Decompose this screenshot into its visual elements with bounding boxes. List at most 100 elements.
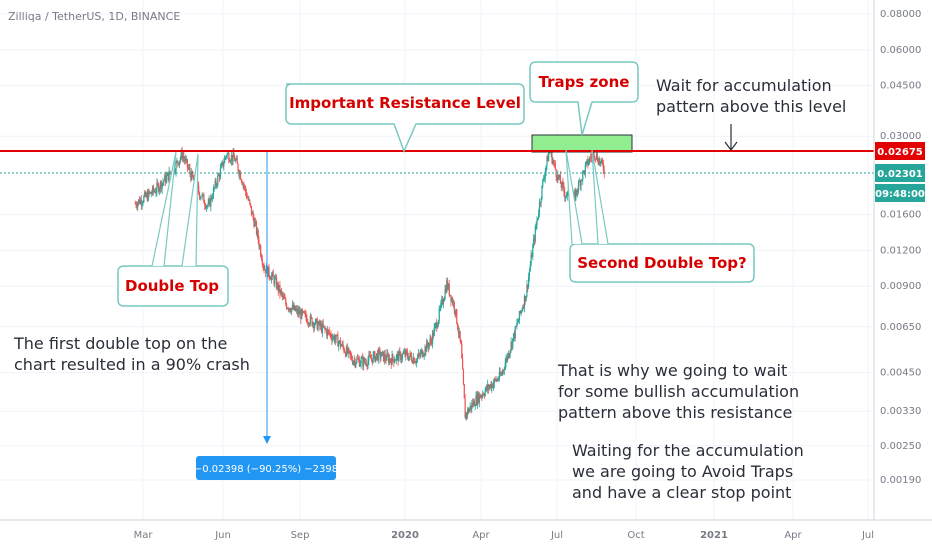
candle-body: [348, 348, 350, 351]
candle-body: [443, 298, 445, 302]
candle-body: [366, 365, 368, 367]
candle-body: [340, 345, 342, 347]
candle-body: [185, 159, 188, 160]
candle-body: [283, 296, 285, 299]
candle-body: [152, 186, 155, 192]
candle-body: [272, 272, 274, 277]
candle-body: [281, 293, 284, 297]
candle-body: [548, 152, 550, 162]
candle-body: [191, 171, 194, 177]
candle-body: [492, 383, 495, 388]
candle-body: [393, 358, 395, 363]
candle-body: [358, 359, 360, 367]
candle-body: [391, 354, 393, 365]
time-label-jul: Jul: [550, 530, 563, 541]
candle-body: [175, 162, 177, 172]
candle-body: [453, 302, 455, 311]
candle-body: [561, 182, 563, 188]
candle-body: [543, 178, 545, 181]
candle-body: [543, 177, 546, 179]
candle-body: [370, 358, 373, 360]
candle-body: [166, 172, 168, 176]
candle-body: [239, 172, 241, 176]
candle-body: [338, 342, 340, 347]
candle-body: [598, 159, 600, 165]
candle-body: [154, 191, 156, 193]
resistance-callout[interactable]: Important Resistance Level: [285, 83, 525, 153]
candle-body: [315, 318, 317, 320]
second-double-top-callout[interactable]: Second Double Top?: [565, 149, 755, 283]
candle-body: [232, 152, 234, 162]
candle-body: [218, 174, 220, 176]
candle-body: [229, 161, 232, 162]
candle-body: [156, 182, 158, 192]
why-note-line2: for some bullish accumulation: [558, 382, 799, 401]
candle-body: [486, 386, 488, 390]
candle-body: [151, 186, 154, 194]
candle-body: [246, 197, 248, 198]
candle-body: [539, 202, 541, 204]
candle-body: [218, 174, 221, 178]
candle-body: [260, 255, 263, 260]
candle-body: [178, 163, 180, 165]
candle-body: [328, 330, 330, 334]
candle-body: [512, 333, 515, 339]
candle-body: [254, 221, 256, 227]
candle-body: [217, 175, 219, 185]
candle-body: [524, 295, 526, 302]
candle-body: [523, 295, 526, 308]
candle-body: [224, 157, 226, 164]
candle-body: [351, 355, 353, 361]
candle-body: [259, 245, 261, 247]
candle-body: [365, 362, 367, 366]
candle-body: [296, 308, 299, 314]
candle-body: [275, 277, 278, 289]
candle-body: [580, 179, 582, 187]
candle-body: [462, 358, 464, 370]
candle-body: [509, 350, 511, 354]
candle-body: [564, 191, 566, 198]
candle-body: [481, 396, 483, 397]
candle-body: [457, 329, 460, 334]
candle-body: [190, 173, 192, 180]
candle-body: [207, 202, 209, 206]
candle-body: [441, 299, 444, 305]
candle-body: [502, 369, 504, 374]
candle-body: [511, 342, 513, 348]
candle-body: [397, 353, 399, 362]
candle-body: [335, 334, 337, 340]
candle-body: [473, 400, 475, 407]
candle-body: [519, 311, 521, 314]
candle-body: [534, 227, 536, 242]
candle-body: [371, 358, 373, 363]
candle-body: [138, 199, 141, 204]
traps-callout[interactable]: Traps zone: [529, 61, 639, 136]
candle-body: [522, 307, 524, 311]
candle-body: [560, 183, 562, 188]
traps-zone-box[interactable]: [531, 134, 633, 153]
candle-body: [332, 337, 334, 341]
candle-body: [304, 313, 306, 315]
candle-body: [255, 221, 257, 223]
candle-body: [215, 180, 217, 186]
candle-body: [336, 334, 338, 336]
candle-body: [316, 318, 318, 330]
price-axis[interactable]: 0.08000 0.06000 0.04500 0.03000 0.01600 0.012…: [873, 0, 932, 520]
price-tick-label: 0.01200: [880, 245, 921, 256]
symbol-title: Zilliqa / TetherUS, 1D, BINANCE: [8, 10, 180, 23]
candle-body: [295, 309, 297, 311]
candle-body: [135, 203, 137, 206]
candle-body: [346, 346, 348, 354]
measure-label: −0.02398 (−90.25%) −2398: [194, 464, 338, 475]
candle-body: [367, 360, 369, 367]
candle-body: [268, 266, 270, 277]
candle-body: [493, 378, 495, 384]
candle-body: [352, 361, 354, 364]
time-axis[interactable]: Mar Jun Sep 2020 Apr Jul Oct 2021 Apr Ju…: [0, 519, 932, 550]
candle-body: [308, 322, 310, 325]
double-top-callout[interactable]: Double Top: [117, 151, 229, 307]
candle-body: [480, 396, 482, 398]
candle-body: [573, 192, 575, 196]
candle-body: [442, 301, 445, 305]
